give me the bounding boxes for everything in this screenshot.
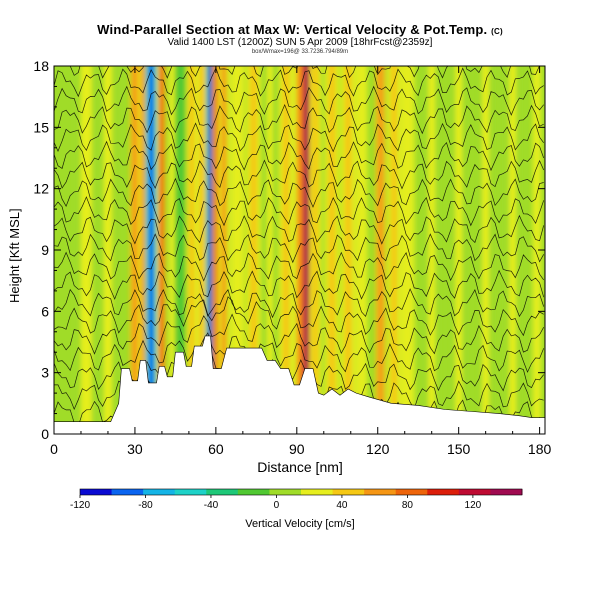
colorbar-swatch [364, 489, 397, 495]
velocity-streak [455, 66, 463, 434]
colorbar-swatch [174, 489, 207, 495]
y-axis-label: Height [Kft MSL] [7, 208, 22, 303]
theta-contour-line [54, 251, 544, 282]
x-tick-label: 60 [208, 441, 224, 457]
colorbar-swatch [80, 489, 113, 495]
velocity-streak [214, 66, 218, 434]
theta-contour-line [54, 313, 545, 355]
velocity-streak [208, 66, 213, 434]
velocity-streak [140, 66, 146, 434]
velocity-streak [358, 66, 365, 434]
x-axis-label: Distance [nm] [257, 459, 343, 475]
velocity-streak [80, 66, 92, 434]
colorbar-tick-label: 40 [336, 500, 348, 511]
colorbar-swatch [111, 489, 144, 495]
y-tick-label: 0 [41, 426, 49, 442]
colorbar-tick-label: 120 [465, 500, 482, 511]
x-tick-label: 30 [127, 441, 143, 457]
theta-contour-line [54, 233, 545, 264]
theta-contour-line [54, 67, 544, 98]
colorbar-swatch [143, 489, 176, 495]
velocity-streak [312, 66, 319, 434]
x-tick-label: 120 [366, 441, 390, 457]
theta-contour-line [54, 196, 545, 227]
colorbar-swatch [395, 489, 428, 495]
info-line: box/Wmax=196@ 33.7236.794/89m [251, 49, 349, 55]
y-tick-label: 18 [33, 58, 49, 74]
theta-contours [54, 66, 545, 429]
colorbar-swatch [237, 489, 270, 495]
velocity-streak [509, 66, 516, 434]
theta-contour-line [54, 214, 545, 245]
velocity-streak [282, 66, 290, 434]
velocity-streak [103, 66, 113, 434]
velocity-streak [199, 66, 206, 434]
velocity-field [74, 66, 542, 434]
theta-contour-line [54, 103, 544, 135]
velocity-streak [188, 66, 195, 434]
velocity-streak [267, 66, 273, 434]
x-tick-label: 90 [289, 441, 305, 457]
theta-contour-line [54, 288, 545, 319]
y-tick-label: 6 [41, 303, 49, 319]
colorbar-tick-label: -80 [138, 500, 153, 511]
y-tick-label: 9 [41, 242, 49, 258]
colorbar-tick-label: 80 [402, 500, 414, 511]
colorbar-label: Vertical Velocity [cm/s] [245, 518, 355, 530]
theta-contour-line [54, 85, 544, 116]
x-tick-label: 150 [447, 441, 471, 457]
theta-contour-line [54, 122, 544, 153]
velocity-streak [148, 66, 154, 434]
colorbar-tick-label: -120 [70, 500, 90, 511]
theta-contour-line [54, 159, 545, 190]
colorbar-swatch [458, 489, 491, 495]
colorbar-tick-label: 0 [274, 500, 280, 511]
theta-contour-line [54, 296, 544, 337]
y-tick-label: 12 [33, 181, 49, 197]
velocity-streak [132, 66, 138, 434]
velocity-streak [221, 66, 227, 434]
theta-contour-line [54, 269, 545, 300]
chart-title: Wind-Parallel Section at Max W: Vertical… [97, 22, 503, 37]
velocity-streak [534, 66, 539, 434]
velocity-streak [169, 66, 177, 434]
colorbar-swatch [427, 489, 460, 495]
colorbar-frame [79, 488, 523, 496]
y-tick-label: 3 [41, 365, 49, 381]
velocity-streak [404, 66, 411, 434]
x-tick-label: 180 [528, 441, 552, 457]
theta-contour-line [65, 66, 544, 79]
velocity-streak [482, 66, 490, 434]
velocity-streak [428, 66, 436, 434]
theta-contour-line [54, 177, 544, 208]
plot-area [54, 66, 545, 434]
colorbar-tick-label: -40 [204, 500, 219, 511]
colorbar-swatch [269, 489, 302, 495]
x-tick-label: 0 [50, 441, 58, 457]
y-tick-label: 15 [33, 119, 49, 135]
theta-contour-line [54, 332, 545, 373]
velocity-streak [390, 66, 397, 434]
velocity-streak [179, 66, 188, 434]
velocity-streak [159, 66, 165, 434]
colorbar-swatch [332, 489, 365, 495]
colorbar-swatch [206, 489, 239, 495]
theta-contour-line [54, 140, 545, 172]
velocity-streak [378, 66, 383, 434]
velocity-streak [303, 66, 309, 434]
colorbar-swatch [490, 489, 523, 495]
velocity-streak [296, 66, 303, 434]
terrain [54, 335, 545, 434]
valid-time-line: Valid 1400 LST (1200Z) SUN 5 Apr 2009 [1… [167, 37, 433, 48]
colorbar-swatch [301, 489, 334, 495]
